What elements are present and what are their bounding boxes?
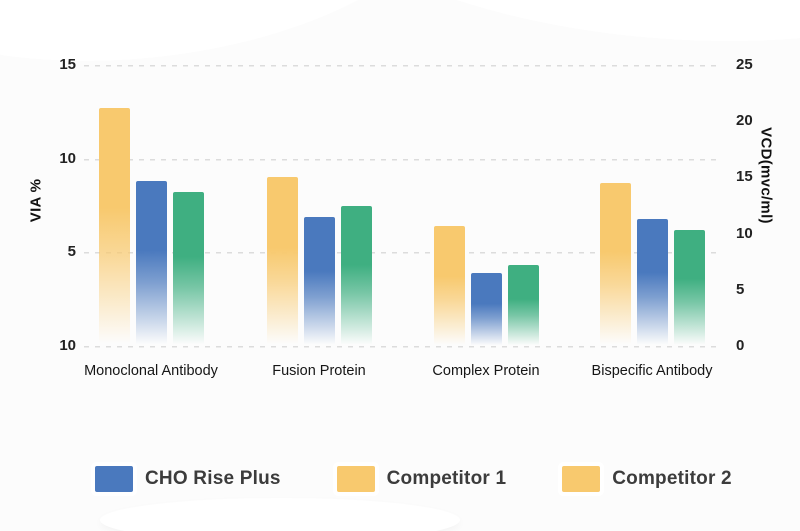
right-tick: 5 <box>736 280 745 298</box>
category-label: Fusion Protein <box>272 363 366 379</box>
plot-area <box>84 65 722 348</box>
bar-cho-rise-plus <box>470 272 502 346</box>
left-axis-title: VIA % <box>27 178 45 223</box>
legend-item-competitor-2: Competitor 2 <box>562 466 732 492</box>
bar-competitor-1 <box>266 177 298 346</box>
legend-swatch <box>95 466 133 492</box>
legend-swatch <box>562 466 601 492</box>
legend-label: Competitor 2 <box>612 468 732 489</box>
legend-item-cho-rise-plus: CHO Rise Plus <box>95 466 281 492</box>
left-tick: 10 <box>59 337 76 354</box>
legend-item-competitor-1: Competitor 1 <box>336 466 507 492</box>
legend-label: Competitor 1 <box>386 468 507 489</box>
left-tick: 5 <box>67 243 76 261</box>
right-tick: 10 <box>736 224 753 242</box>
bar-group-2 <box>266 65 372 346</box>
right-tick: 0 <box>736 337 745 354</box>
right-tick: 25 <box>736 56 753 73</box>
category-label: Complex Protein <box>432 363 540 379</box>
bar-competitor-1 <box>433 226 465 346</box>
bar-group-4 <box>599 65 705 346</box>
gridline <box>84 252 722 255</box>
bar-competitor-2 <box>507 265 539 346</box>
left-tick: 15 <box>59 56 76 73</box>
bar-competitor-1 <box>599 183 631 346</box>
bar-group-1 <box>98 65 204 346</box>
background-wave-right <box>268 0 800 71</box>
left-tick: 10 <box>59 149 76 167</box>
legend-swatch <box>336 466 375 492</box>
category-label: Bispecific Antibody <box>591 363 713 379</box>
bar-cho-rise-plus <box>636 218 668 346</box>
bar-group-3 <box>433 65 539 346</box>
legend-label: CHO Rise Plus <box>145 468 281 489</box>
gridline <box>84 158 722 161</box>
right-tick: 20 <box>736 112 753 130</box>
bar-competitor-1 <box>98 108 130 346</box>
category-label: Monoclonal Antibody <box>84 363 218 379</box>
legend: CHO Rise Plus Competitor 1 Competitor 2 <box>95 466 732 492</box>
gridline <box>84 65 722 67</box>
bar-cho-rise-plus <box>303 216 335 346</box>
background-ellipse-bottom <box>100 498 460 531</box>
bar-competitor-2 <box>172 192 204 346</box>
gridline <box>84 346 722 348</box>
right-tick: 15 <box>736 168 753 186</box>
bar-competitor-2 <box>673 229 705 346</box>
bar-cho-rise-plus <box>135 181 167 346</box>
bar-competitor-2 <box>340 205 372 346</box>
